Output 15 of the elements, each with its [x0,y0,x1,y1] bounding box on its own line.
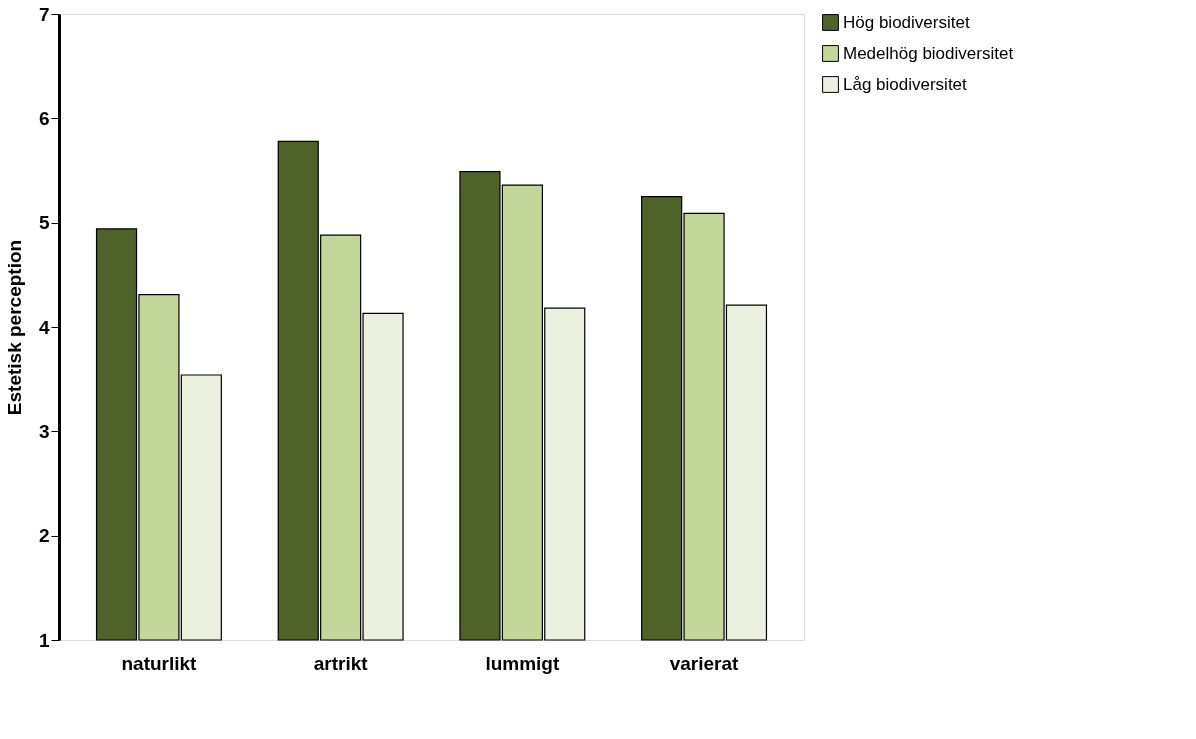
y-tick-label: 7 [38,3,50,25]
y-tick-label: 6 [38,107,50,129]
y-tick-label: 2 [38,525,50,547]
y-tick-label: 5 [38,212,50,234]
x-tick-label: artrikt [313,652,369,674]
y-axis-title: Estetisk perception [3,239,25,416]
x-tick-label: naturlikt [121,652,198,674]
y-tick-label: 3 [38,420,50,442]
x-tick-label: varierat [669,652,740,674]
legend-label: Låg biodiversitet [843,74,968,94]
y-tick-label: 4 [38,316,50,338]
legend-label: Hög biodiversitet [843,12,970,32]
x-tick-label: lummigt [485,652,560,674]
legend-label: Medelhög biodiversitet [843,43,1014,63]
y-tick-label: 1 [38,629,50,651]
